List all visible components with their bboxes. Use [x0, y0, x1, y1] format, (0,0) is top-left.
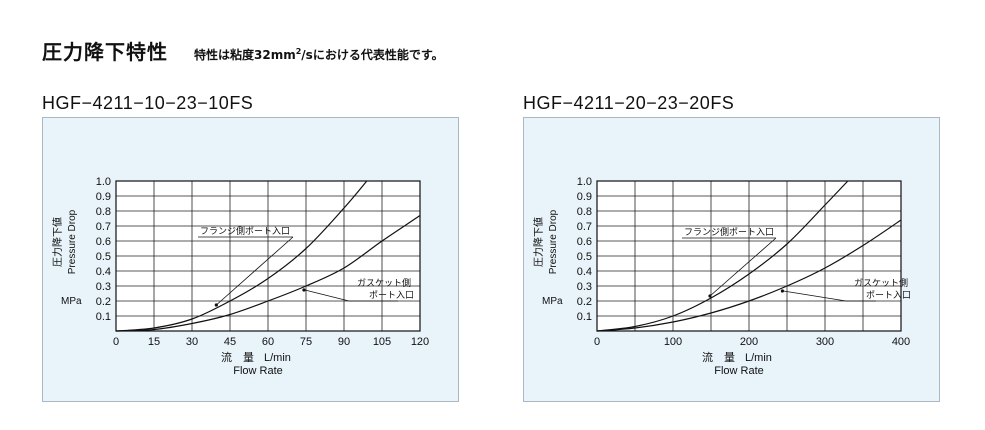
pressure-drop-chart-right: 0 100 200 300 400 0.1 0.2 0.3 0.4 0.5 0.6 0.7 0.8 0.9… — [532, 176, 911, 377]
x-tick-label: 45 — [224, 336, 236, 348]
y-tick-label: 0.4 — [96, 266, 111, 278]
x-tick-label: 0 — [594, 336, 600, 348]
x-axis-label-jp: 流 量 — [221, 350, 254, 364]
y-tick-label: 0.3 — [96, 281, 111, 293]
chart-title-left: HGF−4211−10−23−10FS — [42, 93, 254, 113]
x-tick-label: 300 — [816, 336, 834, 348]
chart-panel-left: 0 15 30 45 60 75 90 105 120 0.1 0.2 0.3 0.4 0.5 0.6 0.7… — [42, 117, 459, 402]
x-tick-label: 60 — [262, 336, 274, 348]
viscosity-note-superscript: 2 — [295, 47, 302, 56]
plot-frame — [115, 180, 421, 332]
y-tick-label: 0.6 — [577, 236, 592, 248]
y-tick-label: 0.2 — [96, 296, 111, 308]
x-tick-label: 90 — [338, 336, 350, 348]
viscosity-note-suffix: /sにおける代表性能です。 — [301, 48, 444, 62]
page-title: 圧力降下特性 — [42, 40, 168, 64]
y-tick-label: 0.1 — [96, 311, 111, 323]
series-label-text: ポート入口 — [866, 290, 911, 300]
chart-panel-right: 0 100 200 300 400 0.1 0.2 0.3 0.4 0.5 0.6 0.7 0.8 0.9… — [523, 117, 940, 402]
x-tick-label: 100 — [664, 336, 682, 348]
section-heading: 圧力降下特性 特性は粘度32mm2/sにおける代表性能です。 — [42, 36, 444, 65]
y-axis-label-en: Pressure Drop — [548, 209, 559, 274]
viscosity-note: 特性は粘度32mm2/sにおける代表性能です。 — [194, 46, 444, 63]
y-axis-label-jp: 圧力降下値 — [532, 217, 545, 267]
series-line-1 — [596, 180, 849, 332]
plot-frame — [596, 180, 902, 332]
leader-arrowhead — [708, 294, 712, 298]
series-label-1: フランジ側ポート入口 — [198, 225, 294, 307]
series-label-text: ガスケット側 — [357, 277, 411, 288]
y-tick-label: 0.5 — [96, 251, 111, 263]
y-tick-label: 0.7 — [577, 221, 592, 233]
x-tick-label: 200 — [740, 336, 758, 348]
pressure-drop-chart-left: 0 15 30 45 60 75 90 105 120 0.1 0.2 0.3 0.4 0.5 0.6 0.7… — [51, 176, 429, 377]
x-axis-label-en: Flow Rate — [233, 365, 283, 377]
x-tick-label: 105 — [373, 336, 391, 348]
leader-arrowhead — [214, 303, 218, 307]
series-label-text: フランジ側ポート入口 — [684, 226, 774, 237]
y-tick-label: 0.6 — [96, 236, 111, 248]
leader-line — [783, 290, 847, 302]
x-tick-label: 30 — [186, 336, 198, 348]
y-tick-label: 0.3 — [577, 281, 592, 293]
leader-line — [304, 289, 350, 302]
leader-arrowhead — [302, 288, 306, 292]
chart-title-right: HGF−4211−20−23−20FS — [523, 93, 735, 113]
x-axis-unit: L/min — [264, 352, 291, 364]
leader-line — [709, 237, 777, 297]
x-tick-label: 75 — [300, 336, 312, 348]
y-tick-label: 0.8 — [577, 206, 592, 218]
y-tick-label: 0.4 — [577, 266, 592, 278]
x-tick-label: 400 — [892, 336, 910, 348]
x-axis-label-en: Flow Rate — [714, 365, 764, 377]
leader-line — [216, 236, 294, 306]
series-label-text: フランジ側ポート入口 — [200, 225, 290, 236]
x-axis-label-jp: 流 量 — [702, 350, 735, 364]
x-axis-unit: L/min — [745, 352, 772, 364]
y-tick-label: 0.8 — [96, 206, 111, 218]
series-label-1: フランジ側ポート入口 — [682, 226, 777, 298]
y-axis-unit: MPa — [542, 296, 563, 307]
y-tick-label: 0.9 — [577, 191, 592, 203]
leader-arrowhead — [780, 289, 784, 293]
y-tick-label: 0.5 — [577, 251, 592, 263]
y-tick-label: 0.2 — [577, 296, 592, 308]
y-tick-label: 1.0 — [96, 176, 111, 188]
series-label-text: ポート入口 — [369, 290, 414, 300]
y-tick-label: 0.7 — [96, 221, 111, 233]
series-line-1 — [115, 180, 368, 332]
y-axis-unit: MPa — [61, 296, 82, 307]
x-tick-label: 0 — [113, 336, 119, 348]
viscosity-note-text: 特性は粘度32mm — [194, 48, 296, 62]
y-tick-label: 1.0 — [577, 176, 592, 188]
y-tick-label: 0.9 — [96, 191, 111, 203]
y-axis-label-jp: 圧力降下値 — [51, 217, 64, 267]
x-tick-label: 15 — [148, 336, 160, 348]
series-label-text: ガスケット側 — [854, 277, 908, 288]
series-line-2 — [115, 215, 421, 332]
y-tick-label: 0.1 — [577, 311, 592, 323]
x-tick-label: 120 — [411, 336, 429, 348]
y-axis-label-en: Pressure Drop — [67, 209, 78, 274]
series-line-2 — [596, 219, 902, 332]
